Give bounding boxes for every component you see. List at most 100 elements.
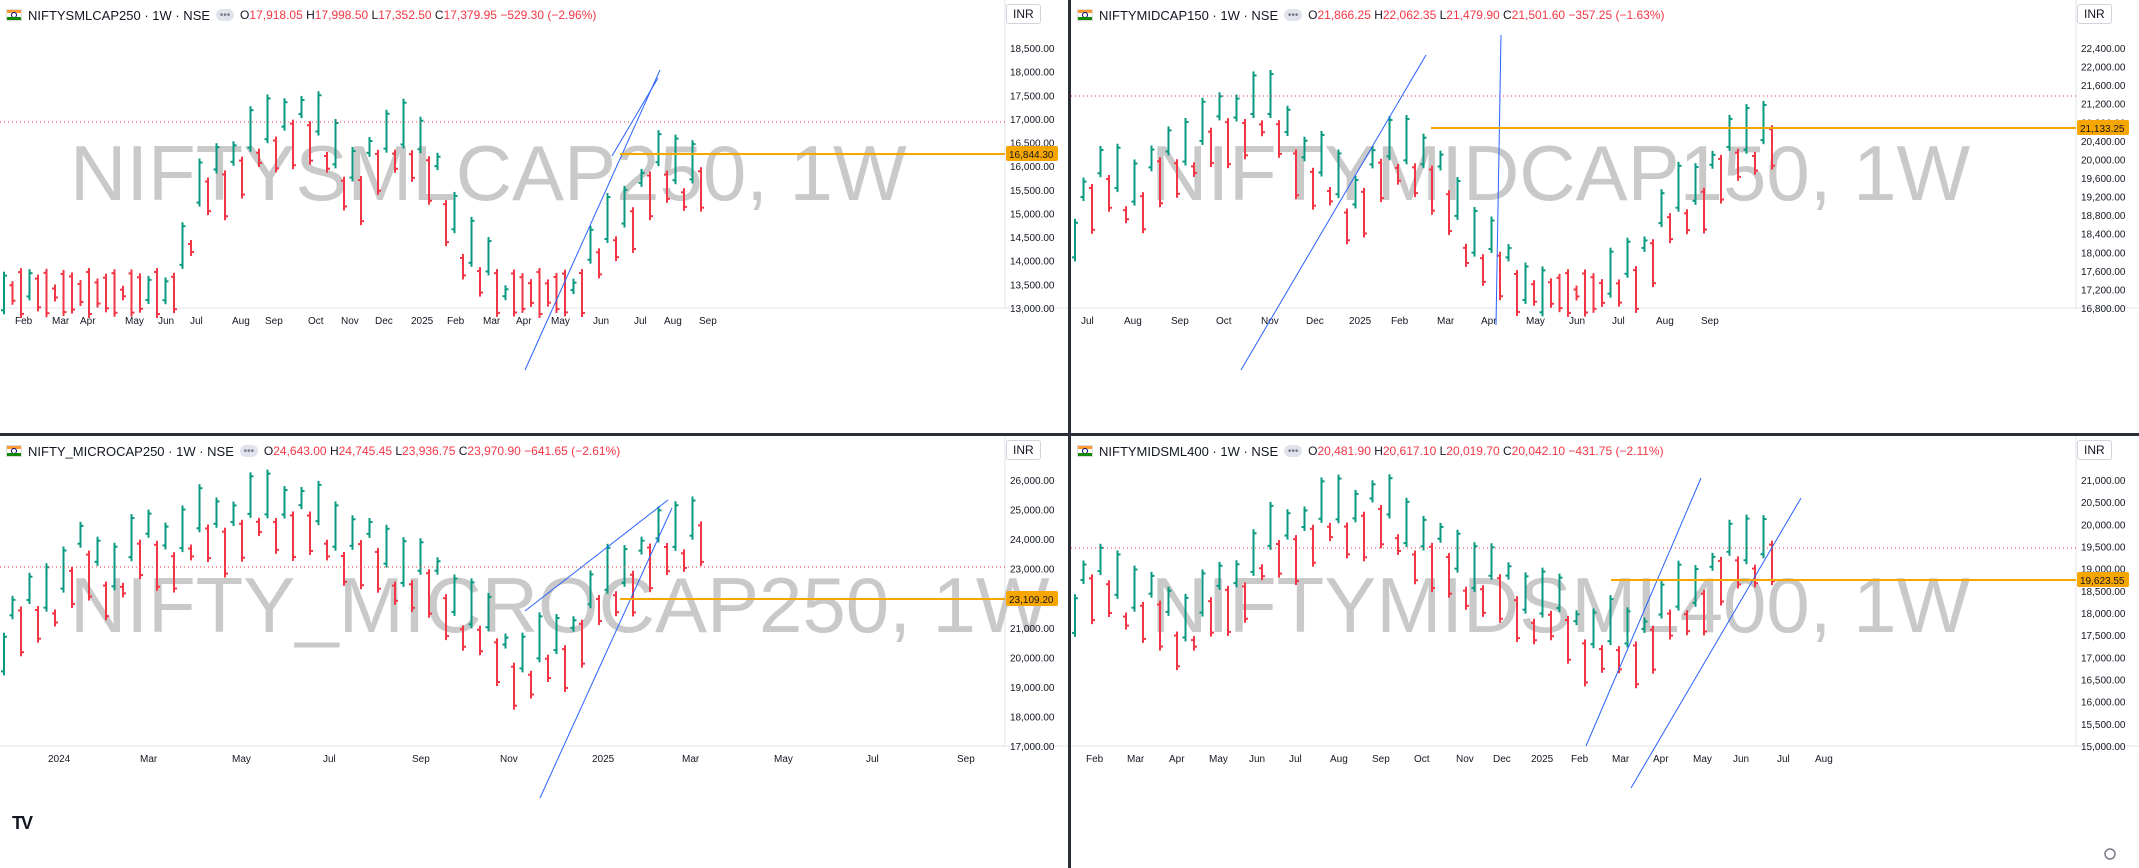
chart-canvas[interactable]: NIFTY_MICROCAP250, 1W 26,000.00 25,000.00 2… — [0, 436, 1068, 868]
x-tick-label: Oct — [1414, 754, 1430, 765]
chart-canvas[interactable]: NIFTYSMLCAP250, 1W 18,500.00 18,000.00 17,5… — [0, 0, 1068, 433]
x-tick-label: 2024 — [48, 754, 71, 765]
x-tick-label: Jul — [1289, 754, 1302, 765]
y-tick-label: 21,600.00 — [2081, 81, 2126, 92]
trendline-lower — [611, 77, 659, 157]
y-tick-label: 22,000.00 — [2081, 63, 2126, 74]
y-tick-label: 15,000.00 — [1010, 209, 1055, 220]
india-flag-icon — [6, 445, 22, 457]
y-tick-label: 19,000.00 — [1010, 683, 1055, 694]
y-tick-label: 20,500.00 — [2081, 498, 2126, 509]
x-tick-label: May — [232, 754, 251, 765]
tradingview-logo[interactable]: TV — [12, 813, 33, 833]
more-dots-icon[interactable]: ••• — [239, 445, 258, 457]
india-flag-icon — [6, 9, 22, 21]
y-tick-label: 13,500.00 — [1010, 280, 1055, 291]
x-tick-label: Sep — [1701, 316, 1719, 327]
currency-button[interactable]: INR — [1006, 4, 1041, 24]
y-tick-label: 13,000.00 — [1010, 304, 1055, 315]
symbol-watermark: NIFTYSMLCAP250, 1W — [70, 129, 907, 217]
y-tick-label: 23,000.00 — [1010, 565, 1055, 576]
price-label-box — [1006, 591, 1058, 606]
y-tick-label: 19,200.00 — [2081, 193, 2126, 204]
y-tick-label: 17,600.00 — [2081, 267, 2126, 278]
symbol-line[interactable]: NIFTYMIDSML400 · 1W · NSE — [1099, 443, 1279, 459]
x-tick-label: Jul — [866, 754, 879, 765]
y-tick-label: 22,400.00 — [2081, 44, 2126, 55]
more-dots-icon[interactable]: ••• — [1284, 9, 1303, 21]
india-flag-icon — [1077, 9, 1093, 21]
x-tick-label: May — [1526, 316, 1545, 327]
chart-pane-microcap[interactable]: NIFTY_MICROCAP250, 1W 26,000.00 25,000.00 2… — [0, 436, 1068, 868]
chart-canvas[interactable]: NIFTYMIDCAP150, 1W 22,400.00 22,000.00 21,6… — [1071, 0, 2139, 433]
y-tick-label: 16,000.00 — [1010, 162, 1055, 173]
symbol-watermark: NIFTYMIDSML400, 1W — [1151, 561, 1971, 649]
y-tick-label: 17,000.00 — [2081, 653, 2126, 664]
currency-button[interactable]: INR — [2077, 4, 2112, 24]
y-tick-label: 17,500.00 — [2081, 631, 2126, 642]
x-tick-label: Mar — [682, 754, 700, 765]
x-tick-label: Jun — [1733, 754, 1749, 765]
currency-button[interactable]: INR — [1006, 440, 1041, 460]
x-tick-label: Sep — [1171, 316, 1189, 327]
ohlc-values: O21,866.25 H22,062.35 L21,479.90 C21,501… — [1308, 8, 1665, 22]
x-tick-label: Feb — [1571, 754, 1589, 765]
x-tick-label: Mar — [1437, 316, 1455, 327]
y-tick-label: 18,500.00 — [1010, 44, 1055, 55]
x-tick-label: Apr — [80, 316, 96, 327]
y-tick-label: 17,000.00 — [1010, 742, 1055, 753]
y-tick-label: 16,800.00 — [2081, 304, 2126, 315]
x-tick-label: 2025 — [592, 754, 615, 765]
y-tick-label: 21,000.00 — [2081, 476, 2126, 487]
y-tick-label: 18,400.00 — [2081, 230, 2126, 241]
chart-canvas[interactable]: NIFTYMIDSML400, 1W 21,000.00 20,500.00 20,0… — [1071, 436, 2139, 868]
x-tick-label: May — [125, 316, 144, 327]
y-tick-label: 17,500.00 — [1010, 91, 1055, 102]
settings-gear-icon[interactable] — [2104, 848, 2116, 860]
x-tick-label: Nov — [1456, 754, 1474, 765]
x-tick-label: Aug — [1124, 316, 1142, 327]
x-tick-label: Dec — [375, 316, 393, 327]
x-tick-label: Jun — [1569, 316, 1585, 327]
x-tick-label: Feb — [447, 316, 465, 327]
chart-pane-midsmall[interactable]: NIFTYMIDSML400, 1W 21,000.00 20,500.00 20,0… — [1071, 436, 2139, 868]
y-tick-label: 16,500.00 — [2081, 676, 2126, 687]
chart-pane-smallcap[interactable]: NIFTYSMLCAP250, 1W 18,500.00 18,000.00 17,5… — [0, 0, 1068, 433]
y-tick-label: 17,000.00 — [1010, 115, 1055, 126]
x-tick-label: Sep — [412, 754, 430, 765]
y-tick-label: 25,000.00 — [1010, 506, 1055, 517]
x-tick-label: Jun — [593, 316, 609, 327]
x-tick-label: May — [551, 316, 570, 327]
x-tick-label: Aug — [664, 316, 682, 327]
currency-button[interactable]: INR — [2077, 440, 2112, 460]
ohlc-values: O20,481.90 H20,617.10 L20,019.70 C20,042… — [1308, 444, 1664, 458]
x-tick-label: Apr — [516, 316, 532, 327]
x-tick-label: Sep — [1372, 754, 1390, 765]
y-tick-label: 19,000.00 — [2081, 565, 2126, 576]
more-dots-icon[interactable]: ••• — [216, 9, 235, 21]
trendline-upper — [1240, 54, 1427, 371]
symbol-line[interactable]: NIFTY_MICROCAP250 · 1W · NSE — [28, 443, 234, 459]
x-tick-label: Aug — [1656, 316, 1674, 327]
y-tick-label: 18,000.00 — [1010, 712, 1055, 723]
x-tick-label: Jul — [634, 316, 647, 327]
x-tick-label: 2025 — [1531, 754, 1554, 765]
symbol-watermark: NIFTY_MICROCAP250, 1W — [70, 561, 1050, 649]
y-tick-label: 15,500.00 — [2081, 720, 2126, 731]
trendline-lower — [539, 507, 673, 799]
symbol-line[interactable]: NIFTYSMLCAP250 · 1W · NSE — [28, 7, 211, 23]
y-tick-label: 24,000.00 — [1010, 535, 1055, 546]
symbol-line[interactable]: NIFTYMIDCAP150 · 1W · NSE — [1099, 7, 1279, 23]
x-tick-label: Aug — [1330, 754, 1348, 765]
y-tick-label: 21,000.00 — [1010, 624, 1055, 635]
trendline-upper — [524, 69, 661, 371]
symbol-watermark: NIFTYMIDCAP150, 1W — [1151, 129, 1971, 217]
chart-pane-midcap[interactable]: NIFTYMIDCAP150, 1W 22,400.00 22,000.00 21,6… — [1071, 0, 2139, 433]
y-tick-label: 18,000.00 — [2081, 248, 2126, 259]
x-tick-label: Sep — [699, 316, 717, 327]
pane-divider-horizontal[interactable] — [0, 433, 2139, 436]
x-tick-label: Nov — [341, 316, 359, 327]
y-tick-label: 18,000.00 — [2081, 609, 2126, 620]
more-dots-icon[interactable]: ••• — [1284, 445, 1303, 457]
y-tick-label: 15,500.00 — [1010, 186, 1055, 197]
